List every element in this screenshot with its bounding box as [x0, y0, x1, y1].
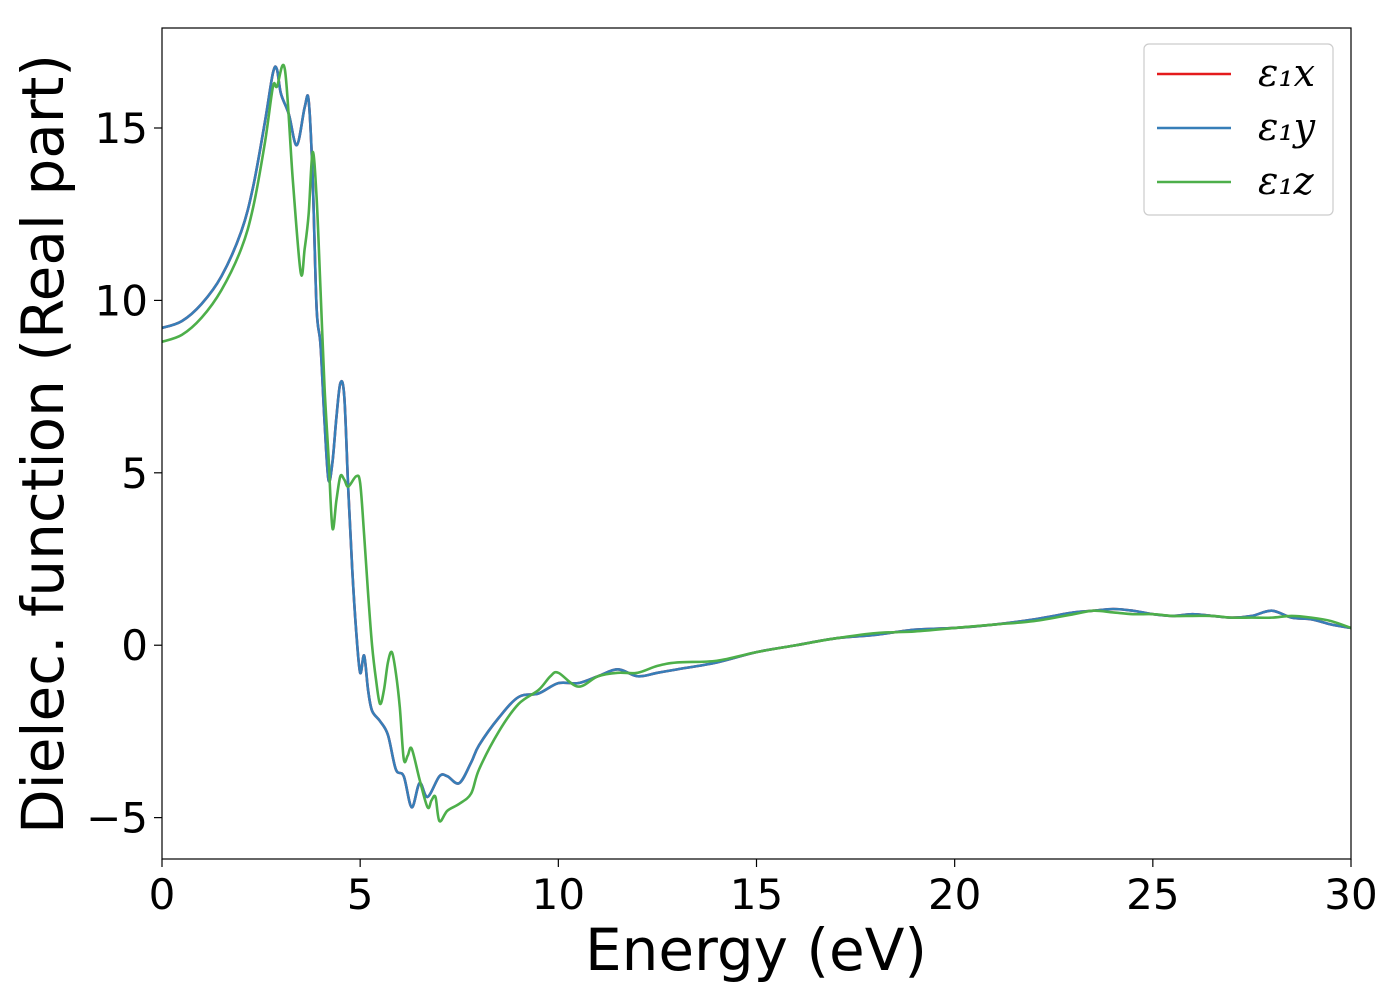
- x-tick-label: 25: [1126, 870, 1179, 919]
- x-tick-label: 5: [347, 870, 374, 919]
- legend-entry-e1y: ε₁y: [1258, 105, 1316, 149]
- x-tick-label: 30: [1324, 870, 1377, 919]
- x-axis-ticks: 0 5 10 15 20 25 30: [149, 859, 1378, 919]
- y-tick-label: 0: [121, 621, 148, 670]
- x-tick-label: 0: [149, 870, 176, 919]
- legend-items: ε₁x ε₁y ε₁z: [1157, 51, 1316, 203]
- y-tick-label: 10: [95, 276, 148, 325]
- y-axis-ticks: −5 0 5 10 15: [86, 104, 162, 843]
- x-tick-label: 15: [730, 870, 783, 919]
- x-tick-label: 10: [532, 870, 585, 919]
- legend-entry-e1z: ε₁z: [1258, 159, 1315, 203]
- legend: ε₁x ε₁y ε₁z: [1143, 43, 1334, 216]
- y-tick-label: 15: [95, 104, 148, 153]
- series-line-e1z: [162, 63, 1351, 823]
- legend-entry-e1x: ε₁x: [1258, 51, 1315, 95]
- y-tick-label: −5: [86, 794, 148, 843]
- legend-box: [1143, 43, 1334, 216]
- series-layer: [162, 63, 1351, 823]
- y-axis-label: Dielec. function (Real part): [9, 54, 77, 834]
- x-axis-label: Energy (eV): [585, 916, 927, 984]
- x-tick-label: 20: [928, 870, 981, 919]
- y-tick-label: 5: [121, 449, 148, 498]
